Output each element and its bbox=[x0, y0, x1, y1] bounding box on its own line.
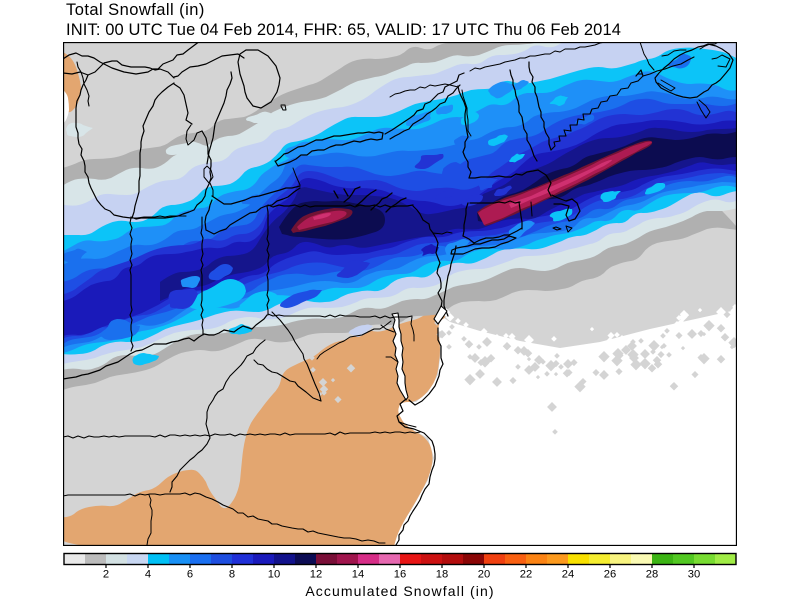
svg-text:20: 20 bbox=[478, 569, 490, 581]
svg-text:2: 2 bbox=[103, 569, 109, 581]
svg-text:6: 6 bbox=[187, 569, 193, 581]
svg-text:14: 14 bbox=[352, 569, 364, 581]
svg-text:18: 18 bbox=[436, 569, 448, 581]
svg-text:26: 26 bbox=[604, 569, 616, 581]
svg-text:12: 12 bbox=[310, 569, 322, 581]
svg-text:8: 8 bbox=[229, 569, 235, 581]
svg-text:30: 30 bbox=[688, 569, 700, 581]
svg-text:4: 4 bbox=[145, 569, 151, 581]
svg-text:22: 22 bbox=[520, 569, 532, 581]
svg-text:16: 16 bbox=[394, 569, 406, 581]
svg-text:10: 10 bbox=[268, 569, 280, 581]
svg-text:24: 24 bbox=[562, 569, 574, 581]
svg-text:28: 28 bbox=[646, 569, 658, 581]
